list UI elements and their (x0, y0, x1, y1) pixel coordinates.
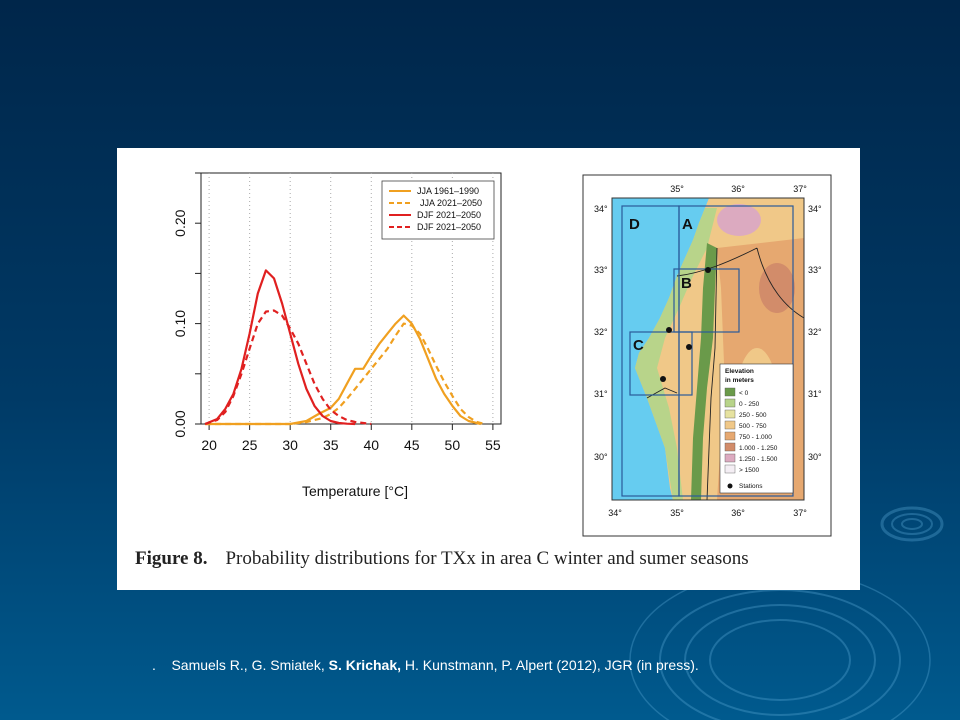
elevation-label: 250 - 500 (739, 412, 767, 419)
elevation-swatch (724, 453, 736, 463)
elevation-swatch (724, 431, 736, 441)
x-tick-label: 40 (363, 437, 379, 453)
x-tick-label: 45 (404, 437, 420, 453)
reference-rest: H. Kunstmann, P. Alpert (2012), JGR (in … (404, 657, 699, 673)
y-axis-ticks: 0.00 0.10 0.20 (172, 172, 201, 438)
lon-top-35: 35° (670, 184, 684, 194)
elevation-swatch (724, 409, 736, 419)
station-markers (660, 267, 711, 382)
reference-authors: Samuels R., G. Smiatek, (171, 657, 325, 673)
lon-top-36: 36° (731, 184, 745, 194)
elevation-swatch (724, 398, 736, 408)
y-tick-label: 0.10 (172, 310, 188, 337)
lat-left-31: 31° (594, 389, 608, 399)
legend-label-djf-dashed: DJF 2021–2050 (417, 222, 481, 232)
mountain-east (759, 263, 795, 313)
map-inner-frame (611, 197, 805, 501)
reference-bullet: . (152, 657, 156, 673)
lon-bottom-37: 37° (793, 508, 807, 518)
elevation-swatch (724, 442, 736, 452)
stations-legend-label: Stations (739, 483, 763, 490)
elevation-label: 0 - 250 (739, 401, 760, 408)
caption-text: Probability distributions for TXx in are… (225, 548, 749, 569)
elevation-label: 750 - 1.000 (739, 434, 772, 441)
region-label-a: A (682, 216, 693, 233)
station-dot (660, 376, 666, 382)
citation-reference: . Samuels R., G. Smiatek, S. Krichak, H.… (152, 657, 852, 673)
y-tick-label: 0.20 (172, 209, 188, 236)
lat-right-31: 31° (808, 389, 822, 399)
series-line-2 (204, 269, 356, 426)
lon-top-37: 37° (793, 184, 807, 194)
elevation-legend-items: < 0 0 - 250 250 - 500 500 - 750 750 - 1.000 1… (724, 387, 778, 474)
rift-valley (691, 243, 717, 500)
elevation-label: 500 - 750 (739, 423, 767, 430)
lat-left-34: 34° (594, 204, 608, 214)
x-tick-label: 25 (242, 437, 258, 453)
mountain-north (717, 204, 761, 236)
elevation-map: D A B C 35° 36° 37° 34° 35° 36° 37° 34° … (582, 174, 832, 537)
region-label-b: B (681, 275, 692, 292)
lat-left-30: 30° (594, 452, 608, 462)
x-axis-label: Temperature [°C] (302, 483, 408, 499)
elevation-legend-subtitle: in meters (725, 377, 754, 384)
borders (646, 247, 804, 500)
legend-label-jja-2021: JJA 2021–2050 (420, 198, 482, 208)
figure-caption: Figure 8. Probability distributions for T… (135, 548, 855, 574)
region-label-d: D (629, 216, 640, 233)
x-tick-label: 35 (323, 437, 339, 453)
series-line-0 (205, 314, 481, 426)
coastal-lowlands (635, 208, 717, 500)
lat-left-33: 33° (594, 265, 608, 275)
chart-legend: JJA 1961–1990 JJA 2021–2050 DJF 2021–205… (381, 180, 495, 240)
lat-right-30: 30° (808, 452, 822, 462)
x-tick-label: 55 (485, 437, 501, 453)
lon-bottom-34: 34° (608, 508, 622, 518)
figure-panel: 20 25 30 35 40 45 50 55 0.00 0.10 0.20 Temperatur… (117, 148, 860, 590)
area-a-box (678, 205, 794, 497)
station-dot (705, 267, 711, 273)
series-line-1 (205, 322, 486, 426)
stations-legend-dot (727, 483, 733, 489)
elevation-label: 1.000 - 1.250 (739, 445, 778, 452)
area-boxes (621, 205, 794, 497)
elevation-label: < 0 (739, 390, 749, 397)
station-dot (686, 344, 692, 350)
lon-bottom-35: 35° (670, 508, 684, 518)
lon-bottom-36: 36° (731, 508, 745, 518)
density-chart: 20 25 30 35 40 45 50 55 0.00 0.10 0.20 Temperatur… (172, 172, 502, 499)
lat-right-33: 33° (808, 265, 822, 275)
elevation-label: 1.250 - 1.500 (739, 456, 778, 463)
elevation-swatch (724, 464, 736, 474)
elevation-legend-title: Elevation (725, 368, 754, 375)
legend-label-jja-1961: JJA 1961–1990 (417, 186, 479, 196)
elevation-swatch (724, 420, 736, 430)
series-lines (204, 269, 486, 426)
x-tick-label: 30 (282, 437, 298, 453)
region-label-c: C (633, 337, 644, 354)
legend-label-djf-solid: DJF 2021–2050 (417, 210, 481, 220)
x-tick-label: 50 (445, 437, 461, 453)
series-line-3 (204, 309, 372, 426)
area-c-box (629, 331, 693, 396)
elevation-label: > 1500 (739, 467, 759, 474)
x-tick-label: 20 (201, 437, 217, 453)
elevation-swatch (724, 387, 736, 397)
lat-right-32: 32° (808, 327, 822, 337)
reference-bold-author: S. Krichak, (328, 657, 401, 673)
lat-right-34: 34° (808, 204, 822, 214)
figure-svg: 20 25 30 35 40 45 50 55 0.00 0.10 0.20 Temperatur… (172, 172, 832, 537)
lat-left-32: 32° (594, 327, 608, 337)
x-axis-ticks: 20 25 30 35 40 45 50 55 (201, 424, 501, 453)
station-dot (666, 327, 672, 333)
elevation-legend: Elevation in meters < 0 0 - 250 250 - 500 5… (719, 363, 794, 494)
y-tick-label: 0.00 (172, 410, 188, 437)
caption-label: Figure 8. (135, 548, 208, 569)
